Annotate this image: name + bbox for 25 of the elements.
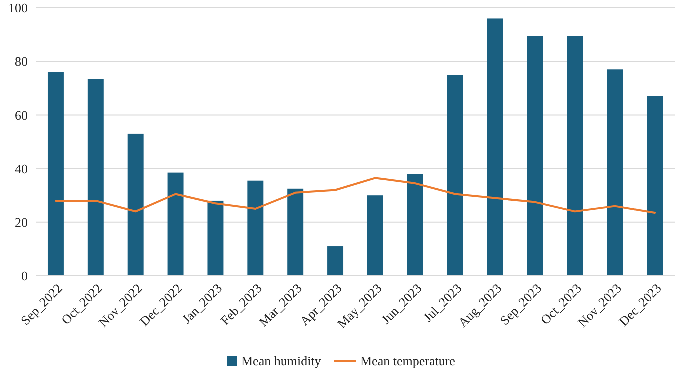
bar — [447, 75, 464, 276]
bar — [288, 188, 304, 276]
bar — [248, 180, 264, 276]
bar — [328, 246, 344, 276]
bar — [88, 79, 104, 276]
bar — [647, 96, 664, 276]
y-tick-label: 0 — [22, 268, 28, 284]
bar — [128, 134, 144, 276]
y-tick-label: 100 — [8, 0, 28, 16]
bar — [567, 36, 584, 276]
y-tick-label: 20 — [15, 214, 28, 230]
legend-label: Mean humidity — [242, 354, 322, 369]
y-tick-label: 80 — [15, 54, 28, 70]
bar — [407, 174, 424, 276]
y-tick-label: 60 — [15, 108, 28, 123]
y-tick-label: 40 — [15, 161, 28, 176]
line-series — [54, 177, 656, 214]
bar — [487, 18, 504, 276]
legend-label: Mean temperature — [360, 354, 456, 369]
bar — [367, 196, 384, 276]
bar — [168, 172, 184, 276]
bar — [208, 200, 224, 276]
bar — [607, 70, 624, 276]
bar — [527, 36, 544, 276]
bar — [48, 72, 64, 276]
